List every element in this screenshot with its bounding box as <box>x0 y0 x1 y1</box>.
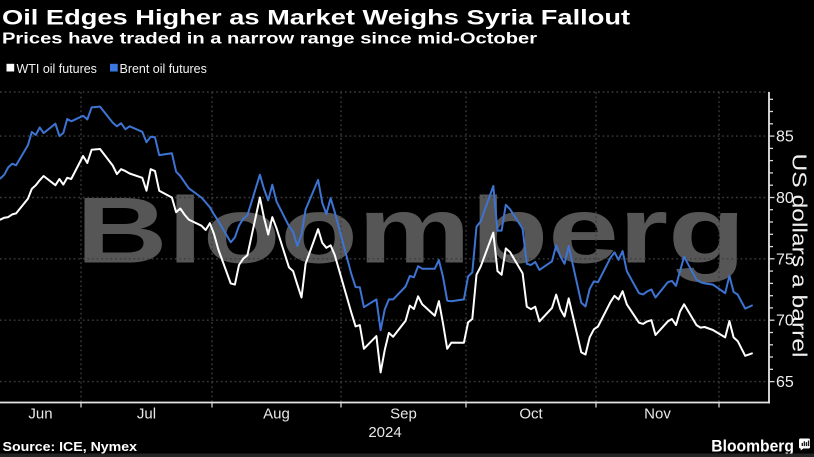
svg-text:WTI oil futures: WTI oil futures <box>17 61 97 76</box>
svg-text:Aug: Aug <box>263 406 290 423</box>
svg-text:Oct: Oct <box>519 406 543 423</box>
svg-text:70: 70 <box>776 313 794 330</box>
svg-text:Brent oil futures: Brent oil futures <box>120 61 207 76</box>
svg-text:Jun: Jun <box>28 406 52 423</box>
svg-text:Bloomberg: Bloomberg <box>711 437 794 455</box>
svg-text:85: 85 <box>776 129 794 146</box>
svg-text:2024: 2024 <box>368 424 401 441</box>
svg-text:Sep: Sep <box>390 406 417 423</box>
svg-text:Bloomberg: Bloomberg <box>76 177 746 282</box>
svg-text:Source: ICE, Nymex: Source: ICE, Nymex <box>3 439 138 453</box>
svg-text:Oil Edges Higher as Market Wei: Oil Edges Higher as Market Weighs Syria … <box>2 6 630 30</box>
svg-text:80: 80 <box>776 190 794 207</box>
svg-text:Jul: Jul <box>137 406 156 423</box>
svg-text:Prices have traded in a narrow: Prices have traded in a narrow range sin… <box>2 30 537 47</box>
svg-text:65: 65 <box>776 374 794 391</box>
svg-text:Nov: Nov <box>644 406 671 423</box>
svg-text:US dollars a barrel: US dollars a barrel <box>788 154 810 358</box>
svg-text:75: 75 <box>776 251 794 268</box>
